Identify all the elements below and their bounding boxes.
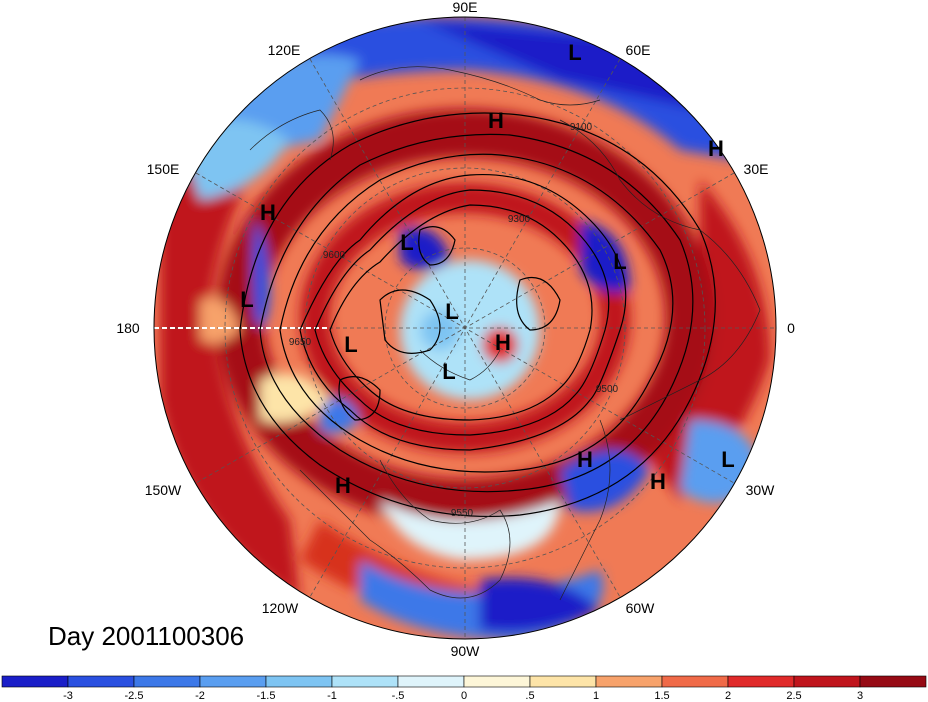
colorbar-tick-label: 3 [857,690,863,702]
colorbar-swatch [661,675,729,688]
contour-label: 9100 [570,122,593,133]
contours [239,112,716,518]
colorbar-swatch [199,675,267,688]
map-boundary [153,16,777,640]
lon-label-0: 0 [787,320,795,336]
lon-label-150w: 150W [145,482,182,498]
lon-label-90w: 90W [451,643,481,659]
pressure-center-high: H [260,200,276,225]
colorbar-swatch [529,675,597,688]
colorbar-tick-label: -2 [195,690,205,702]
pressure-center-low: L [240,287,253,312]
colorbar-swatch [727,675,795,688]
pressure-center-high: H [495,330,511,355]
colorbar-swatch [397,675,465,688]
colorbar-swatch [463,675,531,688]
pressure-center-high: H [650,469,666,494]
colorbar-swatch [331,675,399,688]
colorbar-tick-label: 0 [461,690,467,702]
contour-label: 9650 [289,337,312,348]
lon-label-180: 180 [116,320,140,336]
colorbar-tick-label: 1.5 [654,690,669,702]
contour-labels: 9500 9300 9100 9600 9550 9650 [289,122,619,519]
colorbar-tick-label: -2.5 [125,690,144,702]
pressure-centers: L H H H L L L L H L L H H L H [240,40,734,498]
pressure-center-low: L [400,230,413,255]
pressure-center-high: H [577,447,593,472]
colorbar-swatch [1,675,69,688]
pressure-center-low: L [344,332,357,357]
colorbar-tick-label: .5 [525,690,534,702]
colorbar-swatch [67,675,135,688]
anomaly-field [154,17,776,639]
pressure-center-low: L [613,249,626,274]
colorbar-swatch [793,675,861,688]
lon-label-90e: 90E [453,0,478,15]
lon-label-30w: 30W [746,482,776,498]
lon-label-60e: 60E [626,42,651,58]
colorbar-tick-label: -.5 [392,690,405,702]
graticule [154,17,776,639]
pressure-center-low: L [568,40,581,65]
pressure-center-high: H [335,473,351,498]
contour-label: 9500 [596,384,619,395]
contour-label: 9550 [451,508,474,519]
day-label: Day 2001100306 [48,621,244,651]
colorbar-tick-label: -1.5 [257,690,276,702]
colorbar-swatch [133,675,201,688]
colorbar-tick-label: 1 [593,690,599,702]
lon-label-150e: 150E [147,161,180,177]
colorbar-tick-label: -1 [327,690,337,702]
pressure-center-low: L [445,299,458,324]
contour-label: 9600 [323,250,346,261]
colorbar-swatch [595,675,663,688]
lon-label-30e: 30E [744,161,769,177]
lon-label-60w: 60W [626,600,656,616]
colorbar-tick-label: -3 [63,690,73,702]
colorbar: -3 -2.5 -2 -1.5 -1 -.5 0 .5 1 1.5 2 2.5 3 [1,675,927,702]
colorbar-swatch [265,675,333,688]
colorbar-swatch [859,675,927,688]
contour-label: 9300 [508,214,531,225]
longitude-labels: 90E 60E 30E 0 30W 60W 90W 120W 150W 180 … [116,0,795,659]
colorbar-tick-label: 2.5 [786,690,801,702]
colorbar-tick-label: 2 [725,690,731,702]
coastlines [249,66,761,601]
pressure-center-low: L [442,359,455,384]
pressure-center-high: H [488,108,504,133]
lon-label-120e: 120E [268,42,301,58]
lon-label-120w: 120W [262,600,299,616]
pressure-center-high: H [708,136,724,161]
pressure-center-low: L [721,447,734,472]
